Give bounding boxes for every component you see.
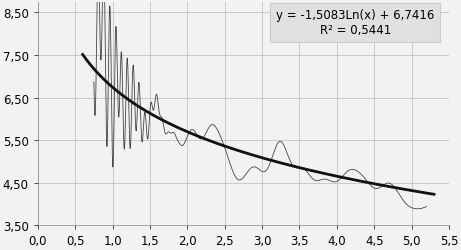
Text: y = -1,5083Ln(x) + 6,7416
R² = 0,5441: y = -1,5083Ln(x) + 6,7416 R² = 0,5441 — [276, 10, 435, 37]
